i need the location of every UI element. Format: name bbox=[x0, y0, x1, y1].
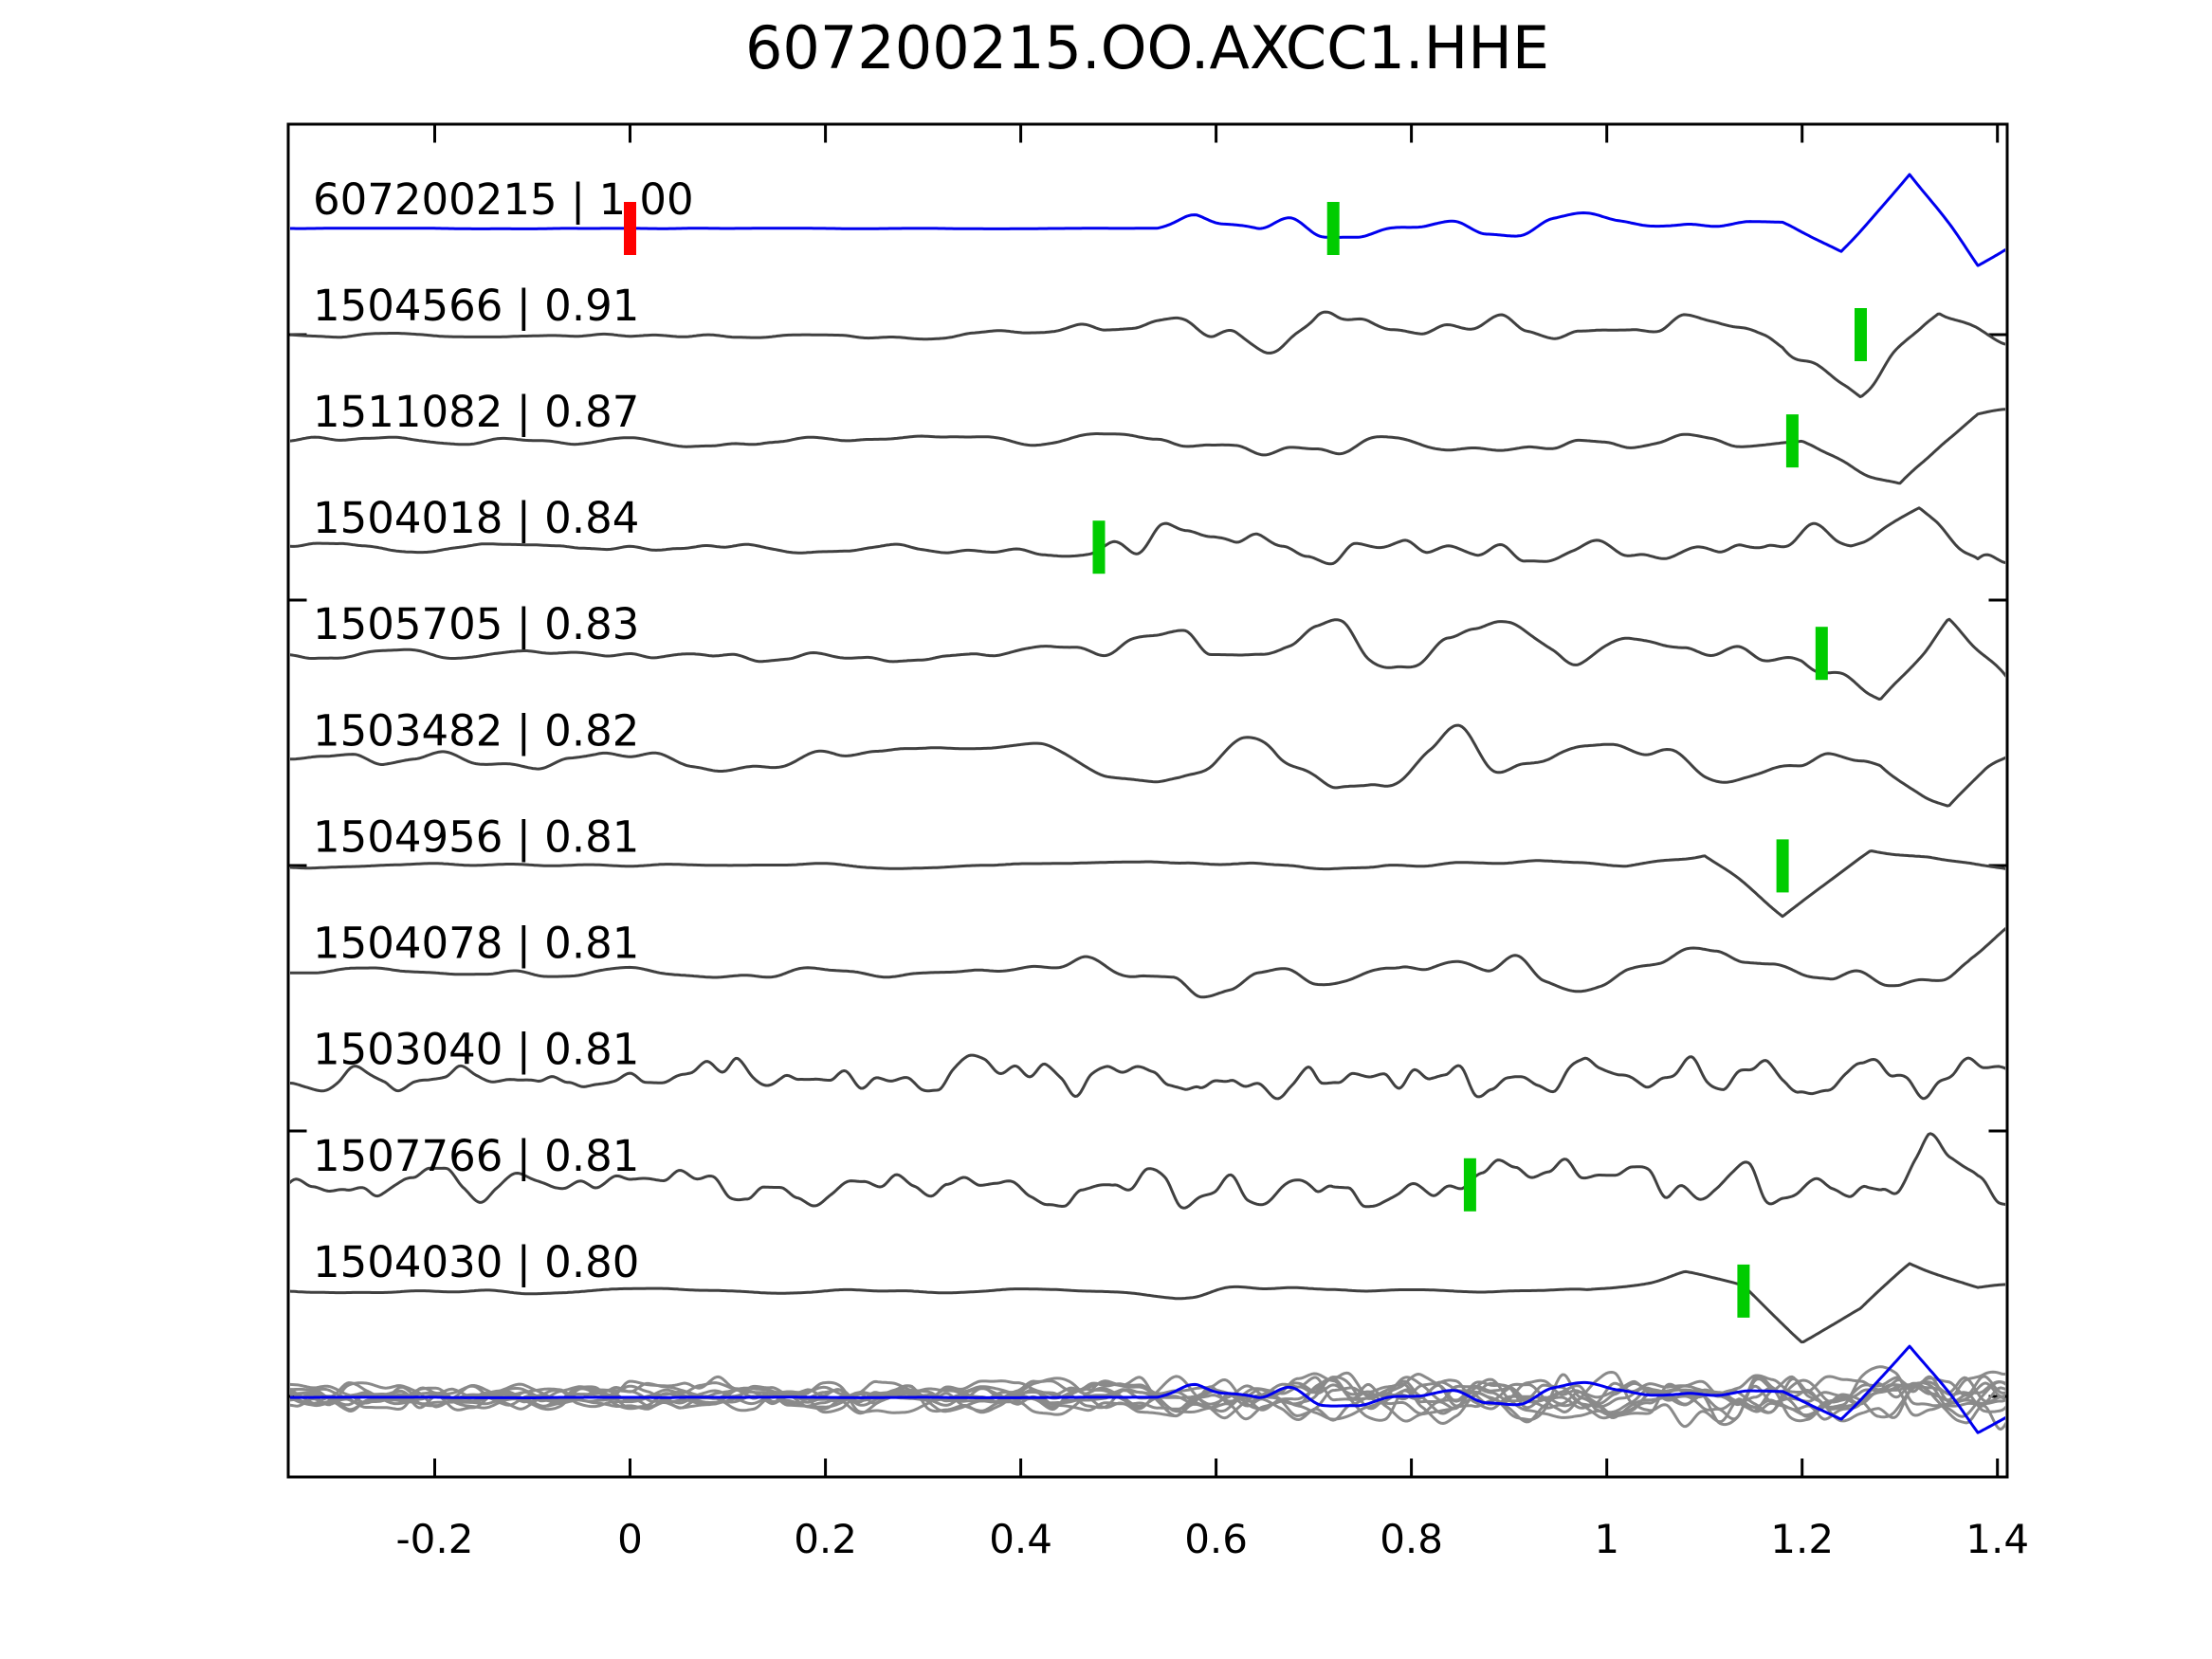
detection-pick-marker-1504018 bbox=[1092, 520, 1106, 574]
overlay-template-trace bbox=[290, 1344, 2005, 1434]
trace-label-607200215: 607200215 | 1.00 bbox=[313, 174, 694, 225]
detection-pick-marker-1504956 bbox=[1776, 839, 1789, 893]
trace-label-1511082: 1511082 | 0.87 bbox=[313, 387, 639, 437]
trace-label-1503040: 1503040 | 0.81 bbox=[313, 1025, 639, 1075]
x-axis-tick-labels: -0.2 0 0.2 0.4 0.6 0.8 1 1.2 1.4 bbox=[396, 1516, 2030, 1562]
plot-border bbox=[286, 122, 2009, 1479]
x-tick-label-2: 0.2 bbox=[794, 1516, 857, 1562]
x-tick-label-3: 0.4 bbox=[989, 1516, 1052, 1562]
x-tick-label-1: 0 bbox=[617, 1516, 643, 1562]
trace-label-1504956: 1504956 | 0.81 bbox=[313, 811, 639, 862]
x-tick-label-0: -0.2 bbox=[396, 1516, 474, 1562]
plot-frame bbox=[286, 122, 2009, 1479]
detection-pick-marker-1507766 bbox=[1463, 1158, 1476, 1212]
trace-path-1511082 bbox=[290, 408, 2005, 485]
x-tick-label-6: 1 bbox=[1594, 1516, 1619, 1562]
trace-label-1507766: 1507766 | 0.81 bbox=[313, 1131, 639, 1181]
trace-path-1504956 bbox=[290, 849, 2005, 919]
pick-markers bbox=[624, 202, 1867, 1318]
trace-labels: 607200215 | 1.00 1504566 | 0.91 1511082 | … bbox=[313, 174, 694, 1287]
trace-label-1505705: 1505705 | 0.83 bbox=[313, 599, 639, 649]
template-pick-marker-607200215 bbox=[624, 202, 636, 255]
plot-title: 607200215.OO.AXCC1.HHE bbox=[745, 13, 1549, 82]
trace-path-1507766 bbox=[290, 1132, 2005, 1210]
trace-path-1504566 bbox=[290, 310, 2005, 398]
trace-path-1504078 bbox=[290, 926, 2005, 999]
trace-path-1503040 bbox=[290, 1053, 2005, 1101]
trace-path-1503482 bbox=[290, 723, 2005, 808]
waveform-traces bbox=[290, 173, 2005, 1434]
x-tick-label-5: 0.8 bbox=[1380, 1516, 1443, 1562]
trace-label-1504566: 1504566 | 0.91 bbox=[313, 281, 639, 331]
trace-label-1503482: 1503482 | 0.82 bbox=[313, 705, 639, 756]
detection-pick-marker-1511082 bbox=[1785, 414, 1799, 468]
trace-label-1504018: 1504018 | 0.84 bbox=[313, 493, 639, 543]
trace-label-1504078: 1504078 | 0.81 bbox=[313, 919, 639, 969]
trace-label-1504030: 1504030 | 0.80 bbox=[313, 1237, 639, 1287]
detection-pick-marker-607200215 bbox=[1326, 202, 1340, 255]
trace-path-607200215 bbox=[290, 173, 2005, 267]
x-tick-label-7: 1.2 bbox=[1770, 1516, 1834, 1562]
detection-pick-marker-1504030 bbox=[1737, 1264, 1750, 1318]
trace-path-1505705 bbox=[290, 617, 2005, 701]
x-tick-label-4: 0.6 bbox=[1184, 1516, 1248, 1562]
trace-path-1504018 bbox=[290, 506, 2005, 566]
x-tick-label-8: 1.4 bbox=[1965, 1516, 2029, 1562]
trace-path-1504030 bbox=[290, 1262, 2005, 1344]
detection-pick-marker-1504566 bbox=[1855, 308, 1867, 361]
detection-pick-marker-1505705 bbox=[1815, 627, 1828, 681]
